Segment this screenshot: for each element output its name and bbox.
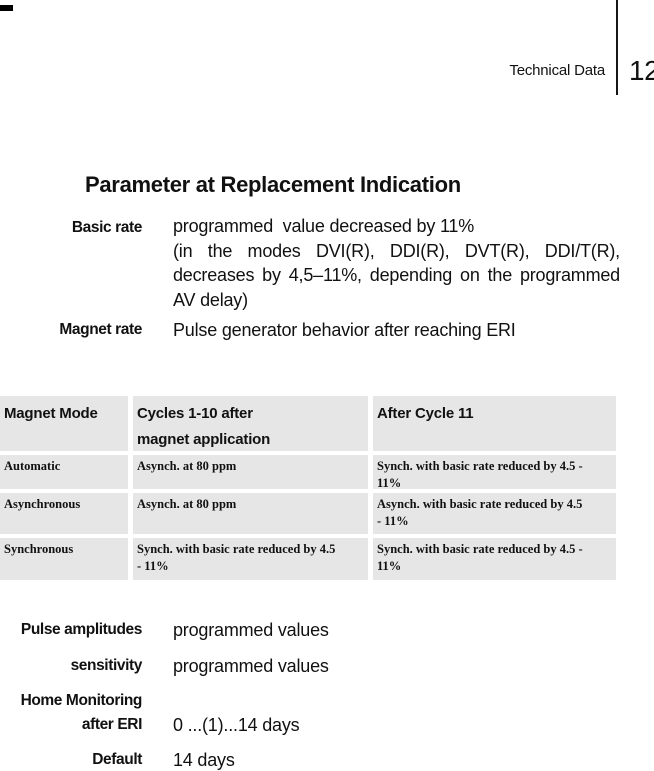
table-cell-asynchronous-cycles: Asynch. at 80 ppm <box>133 493 368 534</box>
home-monitoring-label-line2: after ERI <box>81 716 143 733</box>
basic-rate-line-3: decreases by 4,5–11%, depending on the p… <box>173 265 620 285</box>
basic-rate-line-4: AV delay) <box>173 289 248 310</box>
basic-rate-value: programmed value decreased by 11% (in th… <box>173 214 620 312</box>
page-number: 12 <box>629 55 654 86</box>
sensitivity-value: programmed values <box>173 656 329 676</box>
default-label: Default <box>92 751 142 768</box>
table-cell-synchronous-mode: Synchronous <box>0 538 128 580</box>
table-cell-automatic-cycles: Asynch. at 80 ppm <box>133 455 368 489</box>
page-title: Parameter at Replacement Indication <box>85 172 461 197</box>
table-header-cycles-1-10: Cycles 1-10 after magnet application <box>133 396 368 451</box>
print-registration-mark <box>0 5 13 11</box>
basic-rate-label: Basic rate <box>71 219 143 236</box>
magnet-rate-label: Magnet rate <box>59 321 142 338</box>
default-value: 14 days <box>173 750 235 770</box>
pulse-amplitudes-label: Pulse amplitudes <box>20 621 142 638</box>
table-header-after-cycle-11: After Cycle 11 <box>373 396 616 451</box>
sensitivity-label: sensitivity <box>70 657 143 674</box>
table-cell-synchronous-after: Synch. with basic rate reduced by 4.5 - … <box>373 538 616 580</box>
table-cell-asynchronous-after: Asynch. with basic rate reduced by 4.5 -… <box>373 493 616 534</box>
home-monitoring-label-line1: Home Monitoring <box>20 692 143 709</box>
table-cell-synchronous-cycles: Synch. with basic rate reduced by 4.5 - … <box>133 538 368 580</box>
table-cell-asynchronous-mode: Asynchronous <box>0 493 128 534</box>
running-header-section: Technical Data <box>509 62 605 79</box>
magnet-rate-value: Pulse generator behavior after reaching … <box>173 320 516 340</box>
pulse-amplitudes-value: programmed values <box>173 620 329 640</box>
basic-rate-line-1: programmed value decreased by 11% <box>173 216 475 236</box>
home-monitoring-value: 0 ...(1)...14 days <box>173 715 300 735</box>
table-cell-automatic-after: Synch. with basic rate reduced by 4.5 - … <box>373 455 616 490</box>
header-divider-rule <box>616 0 618 95</box>
table-cell-automatic-mode: Automatic <box>0 455 128 489</box>
magnet-mode-table: Magnet Mode Cycles 1-10 after magnet app… <box>0 396 616 580</box>
basic-rate-line-2: (in the modes DVI(R), DDI(R), DVT(R), DD… <box>173 240 620 261</box>
table-header-magnet-mode: Magnet Mode <box>0 396 128 451</box>
